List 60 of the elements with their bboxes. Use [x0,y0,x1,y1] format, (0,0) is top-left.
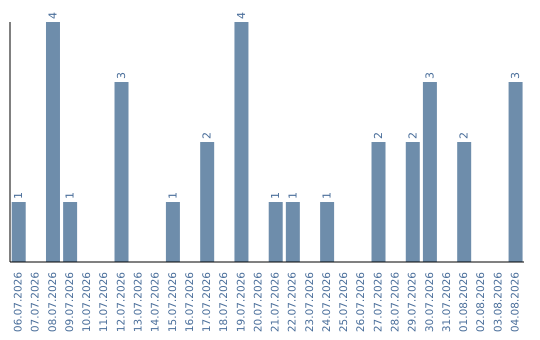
x-tick-label: 20.07.2026 [252,272,264,332]
bar [286,202,300,262]
data-label: 1 [12,192,26,199]
x-tick-label: 14.07.2026 [150,272,162,332]
data-label: 1 [269,192,282,199]
x-tick-label: 19.07.2026 [235,272,248,332]
bar [12,202,26,262]
x-tick-label: 31.07.2026 [440,272,453,332]
bar [508,82,523,262]
data-label: 1 [166,192,180,199]
x-tick-label: 12.07.2026 [115,272,128,332]
bar [372,142,386,262]
data-label: 1 [286,192,300,199]
bar [234,22,248,262]
x-tick-label: 04.08.2026 [509,272,522,332]
data-label: 4 [234,12,248,19]
x-tick-label: 22.07.2026 [286,272,299,332]
x-tick-label: 11.07.2026 [98,272,110,332]
x-tick-label: 24.07.2026 [320,272,333,332]
bar [320,202,334,262]
x-tick-label: 09.07.2026 [64,272,76,332]
data-label: 1 [64,192,77,199]
x-tick-label: 15.07.2026 [166,272,179,332]
bar [114,82,129,262]
data-label: 4 [46,12,60,19]
bar [406,142,420,262]
bar [200,142,214,262]
data-label: 3 [115,72,128,79]
data-label: 2 [372,132,386,139]
x-tick-label: 29.07.2026 [406,272,419,332]
data-label: 3 [509,72,522,79]
data-label: 2 [406,132,420,139]
bar [457,142,472,262]
bar [166,202,180,262]
x-tick-label: 07.07.2026 [30,272,42,332]
x-tick-label: 27.07.2026 [372,272,384,332]
x-tick-label: 21.07.2026 [270,272,282,332]
x-tick-label: 03.08.2026 [492,272,504,332]
x-tick-label: 18.07.2026 [218,272,230,332]
x-tick-label: 10.07.2026 [81,272,94,332]
x-tick-label: 16.07.2026 [184,272,196,332]
data-label: 3 [423,72,436,79]
bar [46,22,60,262]
bar [268,202,283,262]
data-label: 2 [200,132,214,139]
x-tick-label: 23.07.2026 [304,272,316,332]
x-tick-label: 08.07.2026 [46,272,59,332]
x-tick-label: 30.07.2026 [424,272,436,332]
x-tick-label: 25.07.2026 [338,272,350,332]
x-tick-label: 26.07.2026 [355,272,368,332]
x-tick-label: 17.07.2026 [201,272,214,332]
x-tick-label: 01.08.2026 [458,272,470,332]
x-tick-label: 28.07.2026 [390,272,402,332]
x-tick-label: 06.07.2026 [12,272,25,332]
bar [422,82,437,262]
x-tick-label: 13.07.2026 [132,272,144,332]
data-label: 2 [458,132,471,139]
data-label: 1 [320,192,334,199]
bar [63,202,78,262]
x-tick-label: 02.08.2026 [475,272,488,332]
